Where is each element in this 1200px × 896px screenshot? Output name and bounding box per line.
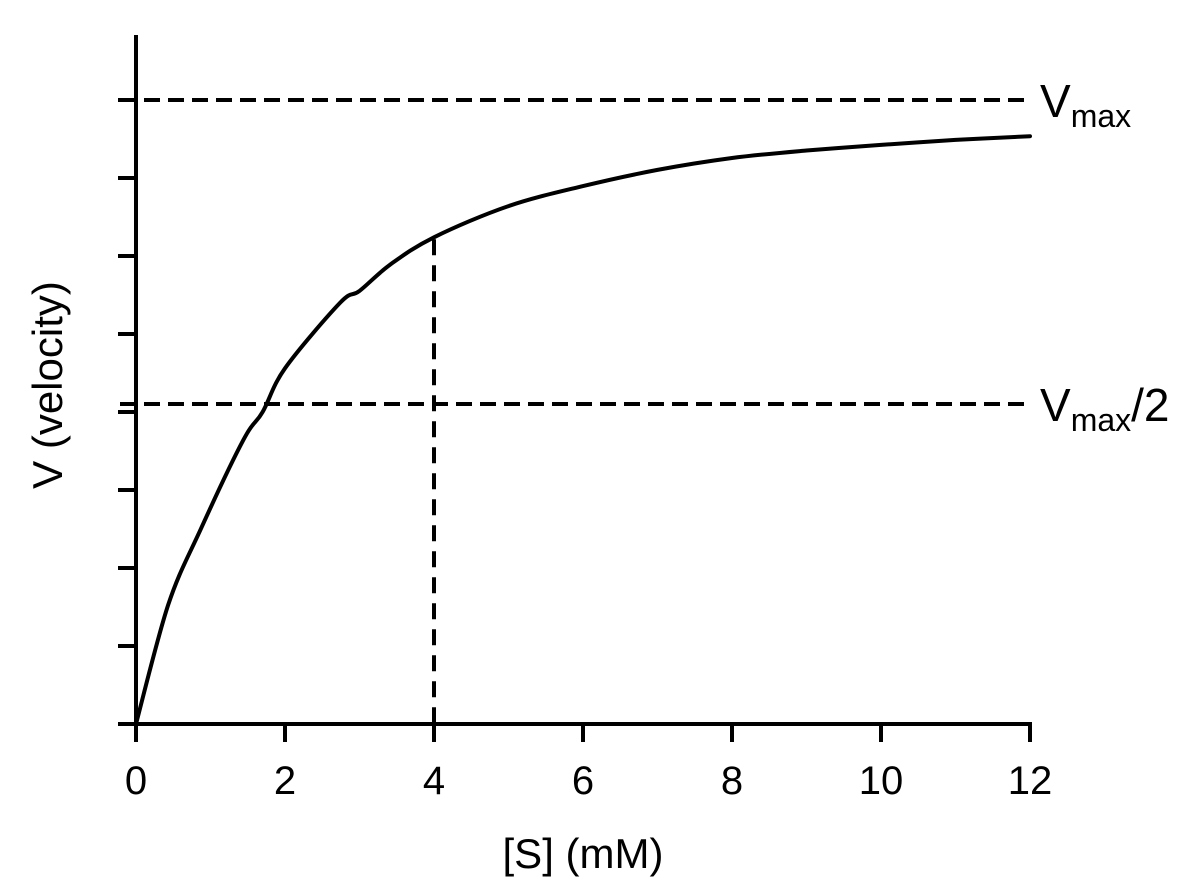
- x-tick-label: 6: [572, 759, 594, 803]
- y-axis-title: V (velocity): [24, 281, 71, 489]
- x-tick-label: 10: [859, 759, 904, 803]
- x-axis-ticks: [134, 722, 1032, 742]
- x-tick-label: 2: [274, 759, 296, 803]
- x-tick-label: 8: [721, 759, 743, 803]
- reference-lines: [120, 98, 1030, 724]
- x-axis-tick-labels: 0 2 4 6 8 10 12: [125, 759, 1052, 803]
- x-tick-label: 4: [423, 759, 445, 803]
- vmax-half-label: Vmax/2: [1040, 379, 1170, 438]
- velocity-curve: [134, 134, 1032, 726]
- x-axis-title: [S] (mM): [503, 830, 664, 877]
- x-tick-label: 0: [125, 759, 147, 803]
- y-axis-ticks: [118, 98, 136, 726]
- x-tick-label: 12: [1008, 759, 1053, 803]
- vmax-label: Vmax: [1040, 75, 1131, 134]
